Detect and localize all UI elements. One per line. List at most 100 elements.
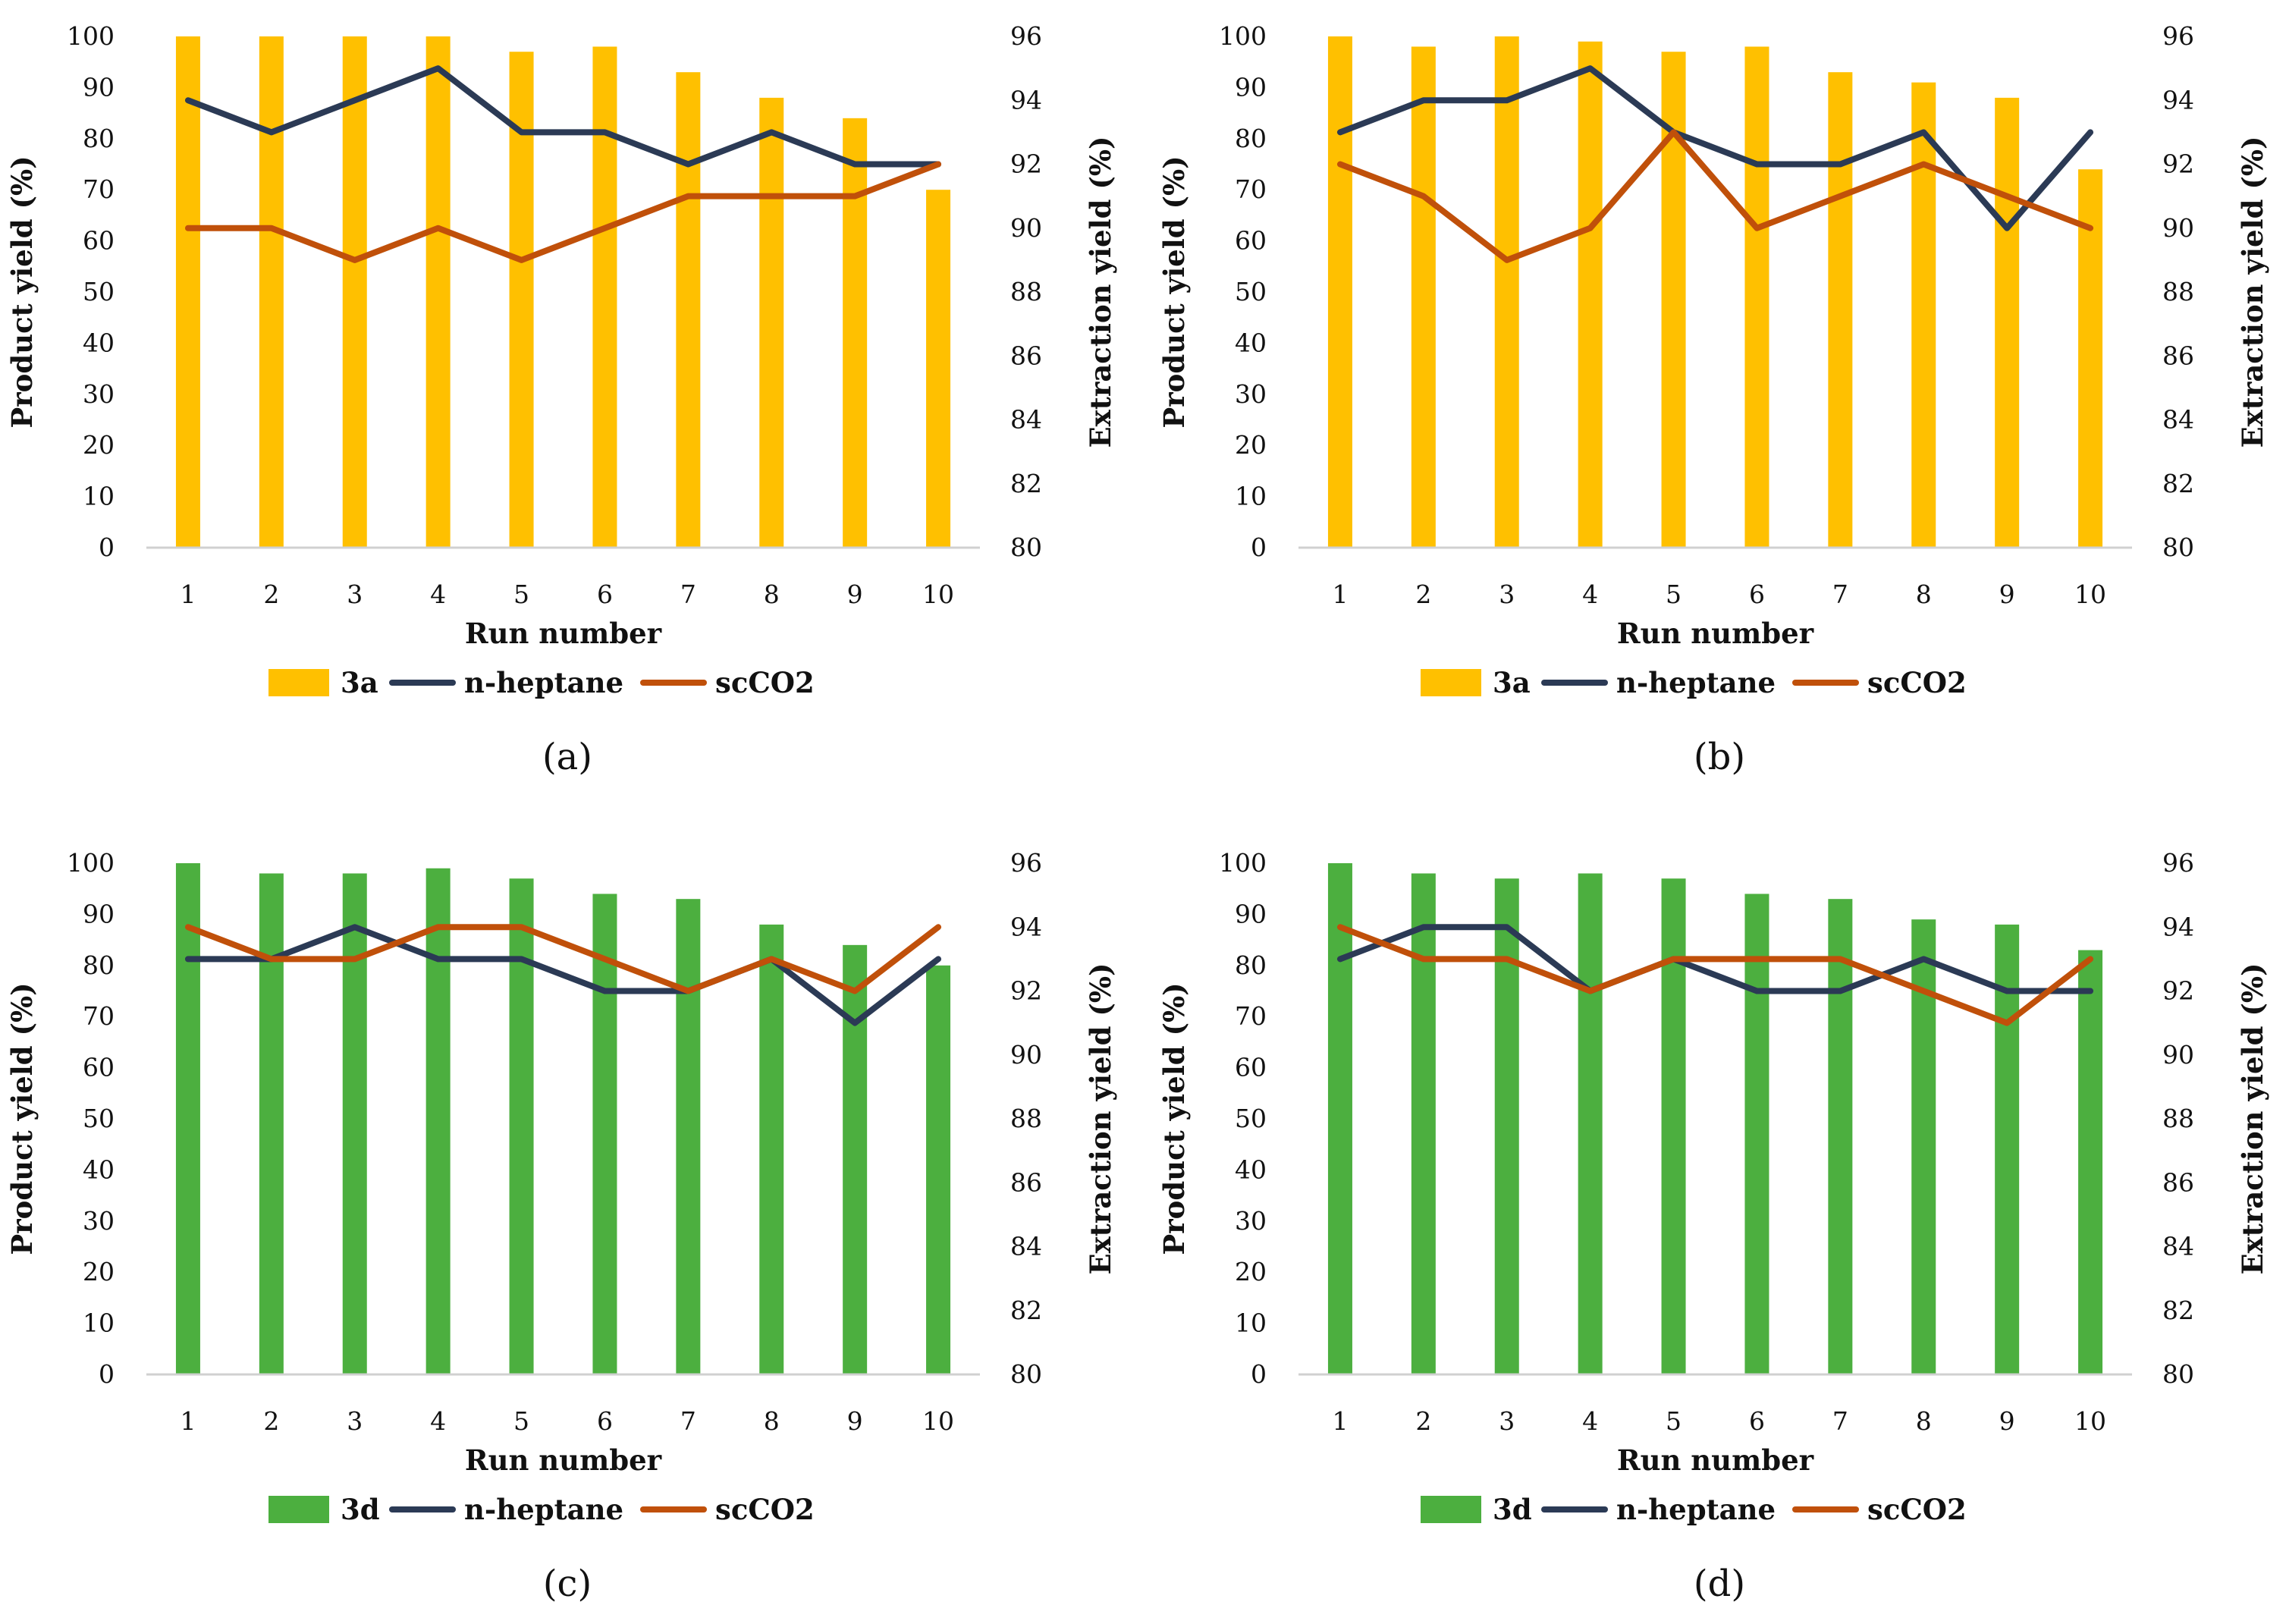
y-axis-title: Product yield (%) — [1157, 982, 1191, 1255]
y-tick-label-10: 10 — [1235, 1308, 1267, 1338]
y-tick-label-10: 10 — [83, 1308, 115, 1338]
x-tick-label-7: 7 — [680, 1406, 696, 1436]
y-tick-label-70: 70 — [83, 1001, 115, 1031]
bar-3d-run-10 — [2078, 950, 2103, 1374]
bar-3d-run-4 — [1578, 873, 1603, 1374]
y2-tick-label-92: 92 — [2162, 976, 2194, 1006]
legend-label-3d: 3d — [1493, 1493, 1532, 1526]
y-tick-label-90: 90 — [83, 72, 115, 102]
y2-tick-label-92: 92 — [1010, 149, 1042, 179]
legend-swatch-3a — [1421, 669, 1481, 696]
x-tick-label-9: 9 — [1999, 580, 2015, 609]
x-axis-title: Run number — [465, 1443, 662, 1477]
series-line-n-heptane — [1336, 65, 2094, 231]
legend-label-scCO2: scCO2 — [1867, 1493, 1967, 1526]
bar-3d-run-6 — [592, 894, 617, 1374]
y2-tick-label-96: 96 — [1010, 21, 1042, 51]
x-tick-label-3: 3 — [347, 580, 363, 609]
bar-3a-run-2 — [259, 36, 284, 548]
bar-3d-run-9 — [843, 944, 868, 1374]
y-tick-label-10: 10 — [83, 482, 115, 511]
x-tick-label-10: 10 — [2074, 1406, 2106, 1436]
y-tick-label-100: 100 — [67, 21, 115, 51]
x-tick-label-1: 1 — [180, 1406, 196, 1436]
legend-label-n-heptane: n-heptane — [464, 1493, 623, 1526]
x-tick-label-10: 10 — [922, 1406, 954, 1436]
bar-3d-run-7 — [1828, 899, 1853, 1374]
x-tick-label-6: 6 — [597, 1406, 613, 1436]
bar-3a-run-9 — [1995, 97, 2020, 548]
y2-tick-label-96: 96 — [1010, 848, 1042, 878]
legend-label-3a: 3a — [1493, 666, 1531, 699]
y2-tick-label-88: 88 — [2162, 277, 2194, 306]
y-tick-label-50: 50 — [83, 277, 115, 306]
x-tick-label-2: 2 — [1415, 580, 1431, 609]
y-tick-label-50: 50 — [1235, 1104, 1267, 1133]
y2-tick-label-94: 94 — [1010, 85, 1042, 115]
x-tick-label-10: 10 — [922, 580, 954, 609]
x-tick-label-8: 8 — [764, 1406, 780, 1436]
y2-tick-label-90: 90 — [1010, 1040, 1042, 1070]
x-tick-label-6: 6 — [1749, 1406, 1765, 1436]
x-tick-label-8: 8 — [764, 580, 780, 609]
y-tick-label-0: 0 — [99, 532, 115, 562]
x-tick-label-7: 7 — [1832, 580, 1848, 609]
x-tick-label-2: 2 — [1415, 1406, 1431, 1436]
x-tick-label-9: 9 — [1999, 1406, 2015, 1436]
legend: 3a n-heptane scCO2 — [268, 666, 815, 699]
x-tick-label-9: 9 — [847, 580, 863, 609]
x-axis-title: Run number — [465, 617, 662, 650]
y-tick-label-80: 80 — [83, 950, 115, 980]
y2-tick-label-86: 86 — [1010, 341, 1042, 370]
y2-tick-label-90: 90 — [2162, 1040, 2194, 1070]
series-line-scCO2 — [184, 161, 942, 263]
y2-tick-label-92: 92 — [1010, 976, 1042, 1006]
legend-label-scCO2: scCO2 — [1867, 666, 1967, 699]
bar-3d-run-1 — [1327, 863, 1352, 1374]
x-tick-label-1: 1 — [1332, 580, 1348, 609]
bar-3a-run-3 — [1494, 36, 1519, 548]
x-tick-label-7: 7 — [680, 580, 696, 609]
y2-tick-label-92: 92 — [2162, 149, 2194, 179]
y-tick-label-70: 70 — [1235, 174, 1267, 204]
y-tick-label-90: 90 — [1235, 899, 1267, 928]
y-tick-label-100: 100 — [67, 848, 115, 878]
y2-tick-label-82: 82 — [2162, 1296, 2194, 1325]
y-tick-label-10: 10 — [1235, 482, 1267, 511]
bar-3a-run-3 — [342, 36, 367, 548]
y-tick-label-80: 80 — [1235, 950, 1267, 980]
y2-axis-title: Extraction yield (%) — [2236, 136, 2269, 448]
bar-3d-run-1 — [175, 863, 200, 1374]
legend: 3a n-heptane scCO2 — [1421, 666, 1967, 699]
y-tick-label-40: 40 — [1235, 1154, 1267, 1184]
x-axis-title: Run number — [1617, 1443, 1814, 1477]
y2-tick-label-82: 82 — [1010, 1296, 1042, 1325]
y2-tick-label-88: 88 — [1010, 1104, 1042, 1133]
bar-3a-run-1 — [175, 36, 200, 548]
bar-3d-run-5 — [1661, 878, 1686, 1374]
x-tick-label-5: 5 — [1666, 580, 1682, 609]
y2-tick-label-90: 90 — [2162, 213, 2194, 243]
x-tick-label-4: 4 — [1582, 580, 1598, 609]
legend-label-n-heptane: n-heptane — [464, 666, 623, 699]
x-tick-label-4: 4 — [1582, 1406, 1598, 1436]
y-axis-title: Product yield (%) — [5, 982, 39, 1255]
x-tick-label-4: 4 — [430, 1406, 446, 1436]
bar-3a-run-10 — [926, 190, 951, 548]
bar-3a-run-8 — [759, 97, 784, 548]
y-tick-label-0: 0 — [1251, 532, 1267, 562]
bar-3d-run-7 — [676, 899, 701, 1374]
bar-3a-run-7 — [1828, 72, 1853, 548]
y2-tick-label-80: 80 — [2162, 532, 2194, 562]
y-tick-label-80: 80 — [83, 124, 115, 153]
y-tick-label-40: 40 — [1235, 328, 1267, 357]
chart-panel-b: 0102030405060708090100808284868890929496… — [1157, 21, 2269, 778]
bar-3d-run-10 — [926, 965, 951, 1374]
x-tick-label-1: 1 — [180, 580, 196, 609]
bar-3a-run-1 — [1327, 36, 1352, 548]
series-line-n-heptane — [184, 65, 942, 168]
bar-3d-run-9 — [1995, 924, 2020, 1374]
chart-panel-a: 0102030405060708090100808284868890929496… — [5, 21, 1117, 778]
y2-axis-title: Extraction yield (%) — [1084, 136, 1117, 448]
y-tick-label-60: 60 — [83, 226, 115, 256]
